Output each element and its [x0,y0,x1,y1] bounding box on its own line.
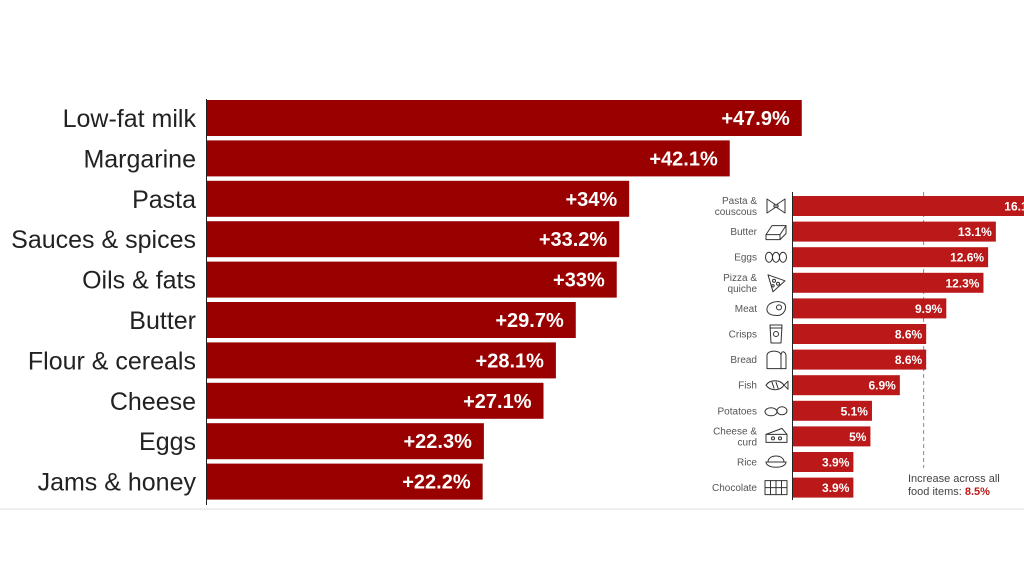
main-chart-category-label: Flour & cereals [28,347,196,375]
reference-note-text: Increase across all [908,473,1000,485]
main-chart-bar-value-label: +28.1% [476,350,545,372]
main-chart-bar [207,221,620,258]
main-chart-bar-value-label: +22.2% [402,472,471,494]
inset-chart-bar [793,426,871,447]
cheese-icon [765,427,788,443]
inset-chart-bar-value-label: 12.3% [945,276,979,290]
main-chart-bar [207,302,576,338]
inset-chart-bar-value-label: 16.1% [1004,200,1024,214]
inset-chart-bar-value-label: 5% [849,430,867,444]
inset-chart-category-label: Pizza & [723,273,757,284]
inset-chart-bar [793,452,854,472]
inset-chart-bar-value-label: 12.6% [950,251,984,265]
inset-chart-bar [793,400,872,421]
inset-chart-category-label: Chocolate [712,483,757,494]
main-chart-category-label: Sauces & spices [11,226,196,254]
rice-bowl-icon [765,455,787,468]
main-chart-bar [207,423,484,460]
main-chart-bar [207,463,483,500]
inset-chart-bar [793,247,989,268]
inset-chart-bar [793,272,984,293]
inset-chart-category-label: Fish [738,381,757,392]
chocolate-bar-icon [764,480,788,496]
main-chart-bar-value-label: +47.9% [721,108,790,130]
main-chart-category-label: Pasta [132,186,196,214]
potatoes-icon [764,406,788,417]
main-chart-bar-value-label: +34% [565,189,617,211]
pizza-slice-icon [767,274,786,293]
inset-chart-bar [793,221,996,242]
inset-chart-bar-value-label: 6.9% [868,379,896,393]
inset-chart-bar-value-label: 8.6% [895,353,923,367]
inset-chart-bar-value-label: 3.9% [822,456,850,470]
eggs-icon [765,251,787,263]
inset-chart-category-label: Cheese & [713,426,757,437]
main-chart-bar [207,382,544,419]
bread-icon [766,350,787,370]
inset-chart-bar [793,477,854,498]
main-chart-bar [207,100,802,136]
inset-chart-category-label: Butter [730,227,757,238]
butter-icon [765,225,787,241]
main-chart-bar-value-label: +29.7% [495,310,564,332]
meat-icon [766,301,787,316]
reference-note-value: 8.5% [965,486,990,498]
main-chart-bar-value-label: +27.1% [463,391,532,413]
inset-chart-category-label: couscous [715,207,757,218]
inset-chart-category-label: Crisps [729,330,757,341]
inset-bar-chart: 16.1% Pasta &couscous 13.1% Butter 12.6% Eggs… [703,186,1024,508]
main-chart-bar-value-label: +22.3% [404,431,473,453]
inset-chart-bar [793,349,927,370]
main-chart-category-label: Cheese [110,388,196,416]
inset-chart-category-label: Eggs [734,253,757,264]
inset-chart-bar-value-label: 5.1% [841,404,869,418]
inset-chart-bar [793,298,947,319]
inset-chart-bar [793,375,900,396]
pasta-bow-icon [766,198,786,214]
main-chart-bar [207,180,630,217]
main-chart-category-label: Eggs [139,428,196,456]
inset-chart-bar-value-label: 9.9% [915,302,943,316]
inset-chart-bar [793,196,1024,216]
inset-chart-category-label: Potatoes [718,406,757,417]
main-chart-bar [207,261,617,298]
main-chart-category-label: Low-fat milk [63,105,197,133]
crisps-bag-icon [769,324,783,344]
inset-chart-category-label: Rice [737,458,757,469]
inset-chart-bar-value-label: 13.1% [958,225,992,239]
main-chart-category-label: Margarine [83,145,196,173]
reference-note: Increase across all food items: 8.5% [908,473,1000,498]
main-chart-bar-value-label: +33% [553,270,605,292]
reference-note-text-line2: food items: [908,486,965,498]
inset-chart-category-label: Bread [730,355,757,366]
main-chart-category-label: Jams & honey [38,469,197,497]
inset-chart-category-label: quiche [728,284,758,295]
main-chart-bar [207,342,556,379]
inset-chart-category-label: curd [738,437,757,448]
main-chart-category-label: Butter [129,307,196,335]
main-chart-group: +47.9% Low-fat milk +42.1% Margarine +34% Pas… [0,99,1024,510]
inset-chart-bar-value-label: 8.6% [895,328,923,342]
inset-chart-category-label: Pasta & [722,196,757,207]
fish-icon [765,380,789,391]
main-chart-bar-value-label: +33.2% [539,229,608,251]
inset-chart-bar-value-label: 3.9% [822,481,850,495]
main-chart-bar [207,140,730,177]
inset-chart-bar [793,324,927,344]
main-chart-category-label: Oils & fats [82,267,196,295]
main-chart-bar-value-label: +42.1% [649,148,718,170]
inset-chart-category-label: Meat [735,304,757,315]
